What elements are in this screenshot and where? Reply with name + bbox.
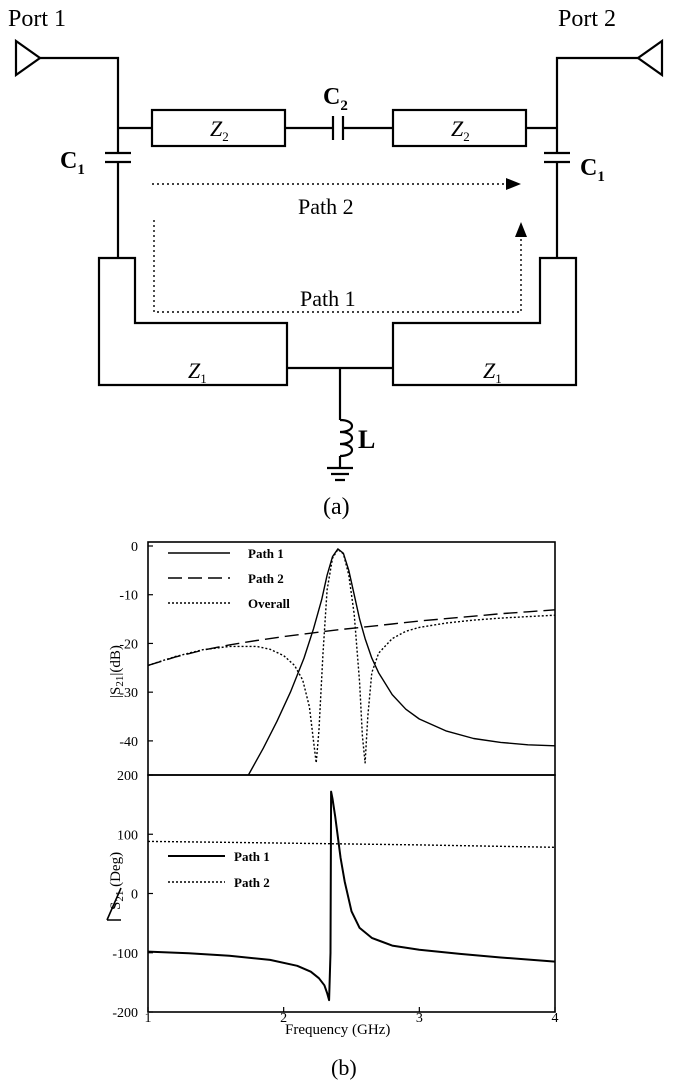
magnitude-legend: Path 1 Path 2 Overall (168, 546, 290, 611)
phase-y-tick-label: 200 (117, 769, 138, 784)
magnitude-series-path-2-line (147, 609, 556, 667)
path1-label: Path 1 (300, 286, 356, 311)
z1-right-line (391, 256, 578, 387)
phase-y-ticks: 200 100 0 -100 -200 (112, 769, 153, 1021)
magnitude-y-tick-label: 0 (131, 540, 138, 555)
x-axis-label: Frequency (GHz) (285, 1022, 390, 1038)
x-tick-label: 3 (416, 1011, 423, 1026)
z2-right-label: Z2 (451, 116, 470, 144)
phase-y-label: S21 (Deg) (108, 852, 126, 910)
x-tick-label: 4 (552, 1011, 559, 1026)
c2-capacitor-icon (331, 116, 345, 140)
port2-label: Port 2 (558, 6, 616, 32)
magnitude-y-tick-label: -30 (119, 686, 138, 701)
phase-legend: Path 1 Path 2 (168, 849, 270, 890)
frequency-x-ticks: 1 2 3 4 (145, 1007, 559, 1026)
magnitude-plot-frame (147, 541, 556, 776)
port2-feed-wire (555, 56, 638, 128)
magnitude-y-tick-label: -10 (119, 589, 138, 604)
ground-icon (327, 466, 353, 482)
path2-label: Path 2 (298, 194, 354, 219)
phase-y-tick-label: 100 (117, 828, 138, 843)
phase-y-tick-label: -200 (112, 1006, 138, 1021)
z1-left-label: Z1 (188, 358, 207, 386)
legend-overall-label: Overall (248, 596, 290, 611)
path2-arrowhead-icon (506, 178, 521, 190)
x-tick-label: 2 (280, 1011, 287, 1026)
circuit-diagram: Port 1 Port 2 Z2 C2 Z2 C1 C1 Z1 Z1 (8, 6, 664, 520)
port1-label: Port 1 (8, 6, 66, 32)
x-tick-label: 1 (145, 1011, 152, 1026)
path1-arrow-line (153, 220, 522, 313)
c1-right-label: C1 (580, 155, 605, 185)
inductor-label: L (358, 425, 375, 454)
c1-left-label: C1 (60, 148, 85, 178)
magnitude-series-overall-line (147, 548, 556, 764)
magnitude-series (147, 548, 556, 776)
c1-left-capacitor-icon (105, 151, 131, 164)
z1-left-line (97, 256, 289, 387)
legend-path1-label: Path 1 (248, 546, 284, 561)
inductor-coil-icon (339, 418, 354, 458)
phase-y-tick-label: 0 (131, 888, 138, 903)
legend-path2-label: Path 2 (248, 571, 284, 586)
phase-series-path-1-line (147, 790, 556, 1002)
angle-icon (106, 887, 122, 921)
port1-feed-wire (40, 56, 120, 128)
port1-terminal-icon (14, 38, 42, 78)
port2-terminal-icon (636, 38, 664, 78)
phase-y-tick-label: -100 (112, 947, 138, 962)
plots: 0 -10 -20 -30 -40 200 100 0 -100 -200 1 2 3 4 |S21|… (106, 540, 559, 1080)
magnitude-y-tick-label: -40 (119, 735, 138, 750)
caption-b: (b) (331, 1055, 357, 1080)
legend-phase-path2-label: Path 2 (234, 875, 270, 890)
magnitude-y-label: |S21|(dB) (108, 645, 126, 698)
z2-left-label: Z2 (210, 116, 229, 144)
magnitude-y-tick-label: -20 (119, 637, 138, 652)
c1-right-capacitor-icon (544, 151, 570, 164)
phase-series-path-2-line (147, 840, 556, 848)
magnitude-y-ticks: 0 -10 -20 -30 -40 (119, 540, 153, 750)
z1-right-label: Z1 (483, 358, 502, 386)
phase-series (147, 790, 556, 1002)
legend-phase-path1-label: Path 1 (234, 849, 270, 864)
caption-a: (a) (323, 494, 350, 520)
c2-label: C2 (323, 84, 348, 114)
magnitude-series-path-1-line (247, 548, 556, 776)
phase-plot-frame (147, 774, 556, 1013)
path1-arrowhead-icon (515, 222, 527, 237)
